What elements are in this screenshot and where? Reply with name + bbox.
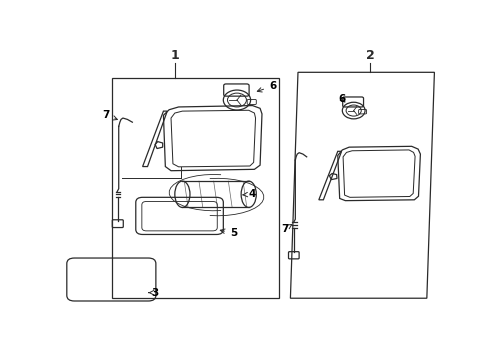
Text: 7: 7 [102,110,117,120]
Text: 3: 3 [148,288,159,298]
Text: 6: 6 [257,81,276,92]
Text: 1: 1 [170,49,179,62]
Text: 6: 6 [337,94,345,104]
Text: 2: 2 [365,49,374,62]
Text: 7: 7 [281,224,291,234]
Text: 5: 5 [220,228,237,238]
Text: 4: 4 [243,189,256,199]
